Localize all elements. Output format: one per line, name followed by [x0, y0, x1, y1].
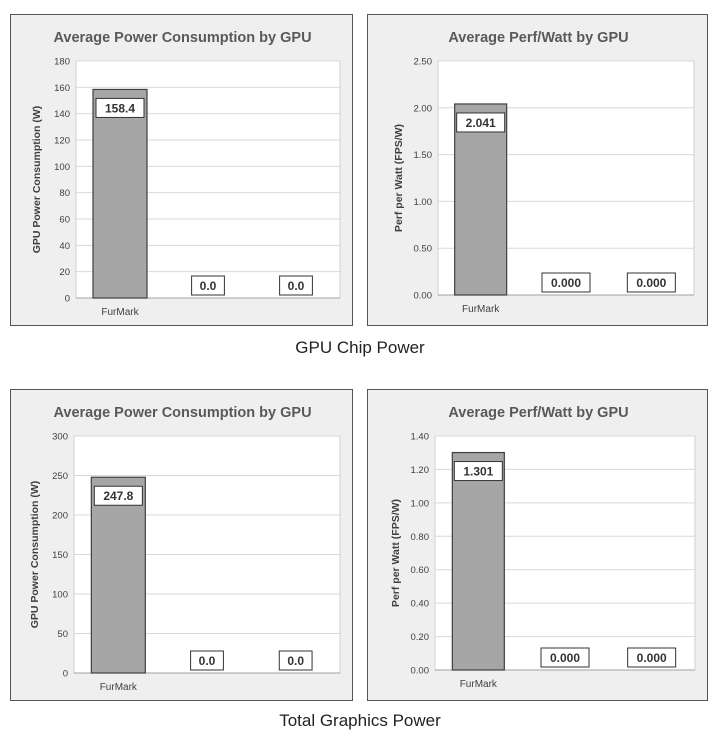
- y-tick-label: 250: [52, 471, 68, 482]
- data-label: 247.8: [103, 489, 133, 503]
- y-tick-label: 60: [59, 215, 70, 226]
- chart-panel-chip-perf-watt: Average Perf/Watt by GPU 0.00 0.50 1.00 1.50…: [367, 14, 708, 326]
- bar: [90, 476, 146, 674]
- data-label: 0.000: [550, 651, 580, 665]
- y-tick-label: 200: [52, 511, 68, 522]
- data-label-box: [279, 275, 313, 296]
- y-tick-label: 0.40: [411, 599, 430, 610]
- x-category-label: FurMark: [100, 682, 138, 693]
- data-label: 2.041: [466, 116, 496, 130]
- y-tick-label: 20: [59, 267, 70, 278]
- data-label-box: [453, 461, 503, 482]
- y-tick-label: 160: [54, 83, 70, 94]
- data-label-box: [190, 650, 224, 671]
- y-tick-label: 120: [54, 136, 70, 147]
- chart-title: Average Perf/Watt by GPU: [448, 405, 628, 421]
- y-tick-label: 100: [54, 162, 70, 173]
- data-label: 158.4: [105, 101, 135, 115]
- section-title-top: GPU Chip Power: [295, 338, 425, 357]
- data-label: 0.000: [637, 651, 667, 665]
- y-tick-label: 100: [52, 590, 68, 601]
- y-tick-label: 0.20: [411, 632, 430, 643]
- y-tick-label: 0: [65, 294, 70, 305]
- y-tick-label: 1.00: [414, 197, 433, 208]
- y-tick-label: 2.00: [414, 103, 433, 114]
- y-axis-label: GPU Power Consumption (W): [31, 106, 43, 254]
- y-tick-label: 0.00: [414, 291, 433, 302]
- y-tick-label: 0.50: [414, 244, 433, 255]
- data-label: 0.000: [551, 276, 581, 290]
- y-tick-label: 40: [59, 241, 70, 252]
- data-label: 0.0: [287, 654, 304, 668]
- y-tick-label: 80: [59, 188, 70, 199]
- y-tick-label: 1.20: [411, 465, 430, 476]
- chart-panel-chip-power: Average Power Consumption by GPU 0 20 40 60 8…: [10, 14, 353, 326]
- data-label: 0.000: [636, 276, 666, 290]
- chart-total-power-consumption: Average Power Consumption by GPU 0 50 100 15…: [29, 405, 341, 693]
- y-tick-label: 1.50: [414, 150, 433, 161]
- y-axis-label: Perf per Watt (FPS/W): [390, 499, 402, 607]
- chart-panel-total-power: Average Power Consumption by GPU 0 50 100 15…: [10, 389, 353, 701]
- data-label-box: [627, 647, 677, 668]
- chart-panel-total-perf-watt: Average Perf/Watt by GPU 0.00 0.20 0.40 0.60…: [367, 389, 708, 701]
- data-label: 1.301: [463, 465, 493, 479]
- y-tick-label: 50: [57, 629, 68, 640]
- data-label-box: [541, 272, 591, 293]
- data-label-box: [626, 272, 676, 293]
- data-label-box: [278, 650, 313, 671]
- chart-title: Average Power Consumption by GPU: [53, 405, 311, 421]
- data-label-box: [95, 97, 145, 118]
- y-tick-label: 1.00: [411, 498, 430, 509]
- y-tick-label: 180: [54, 57, 70, 68]
- bar: [451, 451, 505, 671]
- data-label: 0.0: [288, 279, 305, 293]
- data-label-box: [540, 647, 590, 668]
- section-title-bottom: Total Graphics Power: [279, 711, 441, 730]
- y-axis-label: Perf per Watt (FPS/W): [393, 124, 405, 232]
- y-tick-label: 2.50: [414, 57, 433, 68]
- chart-title: Average Power Consumption by GPU: [53, 30, 311, 46]
- y-tick-label: 0.00: [411, 666, 430, 677]
- y-tick-label: 1.40: [411, 432, 430, 443]
- x-category-label: FurMark: [101, 307, 139, 318]
- data-label-box: [93, 485, 143, 506]
- y-tick-label: 0.80: [411, 532, 430, 543]
- bar: [454, 103, 508, 296]
- y-tick-label: 300: [52, 432, 68, 443]
- x-category-label: FurMark: [462, 304, 500, 315]
- data-label: 0.0: [199, 654, 216, 668]
- data-label-box: [456, 112, 506, 133]
- y-tick-label: 0: [63, 669, 68, 680]
- bar: [92, 88, 148, 299]
- chart-title: Average Perf/Watt by GPU: [448, 30, 628, 46]
- chart-chip-perf-per-watt: Average Perf/Watt by GPU 0.00 0.50 1.00 1.50…: [393, 30, 695, 315]
- x-category-label: FurMark: [460, 679, 498, 690]
- data-label-box: [191, 275, 225, 296]
- y-tick-label: 150: [52, 550, 68, 561]
- y-axis-label: GPU Power Consumption (W): [29, 481, 41, 629]
- data-label: 0.0: [200, 279, 217, 293]
- y-tick-label: 140: [54, 109, 70, 120]
- chart-total-perf-per-watt: Average Perf/Watt by GPU 0.00 0.20 0.40 0.60…: [390, 405, 696, 690]
- y-tick-label: 0.60: [411, 565, 430, 576]
- chart-chip-power-consumption: Average Power Consumption by GPU 0 20 40 60 8…: [31, 30, 341, 318]
